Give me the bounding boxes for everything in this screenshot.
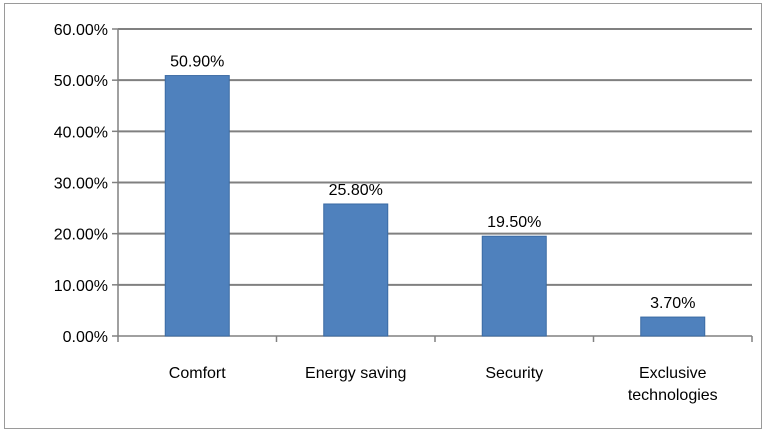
data-label: 19.50% — [487, 214, 541, 231]
y-tick-label: 60.00% — [54, 22, 108, 39]
labels: 0.00% 10.00% 20.00% 30.00% 40.00% 50.00% 60.00… — [54, 22, 718, 404]
x-category-label: Security — [485, 365, 543, 382]
bar-security — [481, 235, 547, 337]
y-tick-label: 40.00% — [54, 124, 108, 141]
x-category-label-line: Energy saving — [305, 365, 406, 382]
y-tick-label: 0.00% — [63, 329, 108, 346]
x-category-label-line: Exclusive — [639, 365, 707, 382]
bars — [164, 75, 706, 337]
bar-energy-saving — [323, 203, 389, 337]
bar-comfort — [164, 75, 230, 337]
y-tick-label: 50.00% — [54, 73, 108, 90]
data-label: 25.80% — [329, 182, 383, 199]
data-label: 50.90% — [170, 54, 224, 71]
x-category-label-line: technologies — [628, 387, 718, 404]
y-tick-label: 20.00% — [54, 227, 108, 244]
x-category-label: Comfort — [169, 365, 226, 382]
x-category-label: Exclusive technologies — [628, 365, 718, 404]
x-category-label-line: Comfort — [169, 365, 226, 382]
y-tick-label: 10.00% — [54, 278, 108, 295]
x-category-label: Energy saving — [305, 365, 406, 382]
bar-exclusive-technologies — [640, 316, 706, 337]
x-category-label-line: Security — [485, 365, 543, 382]
y-tick-label: 30.00% — [54, 176, 108, 193]
data-label: 3.70% — [650, 295, 695, 312]
